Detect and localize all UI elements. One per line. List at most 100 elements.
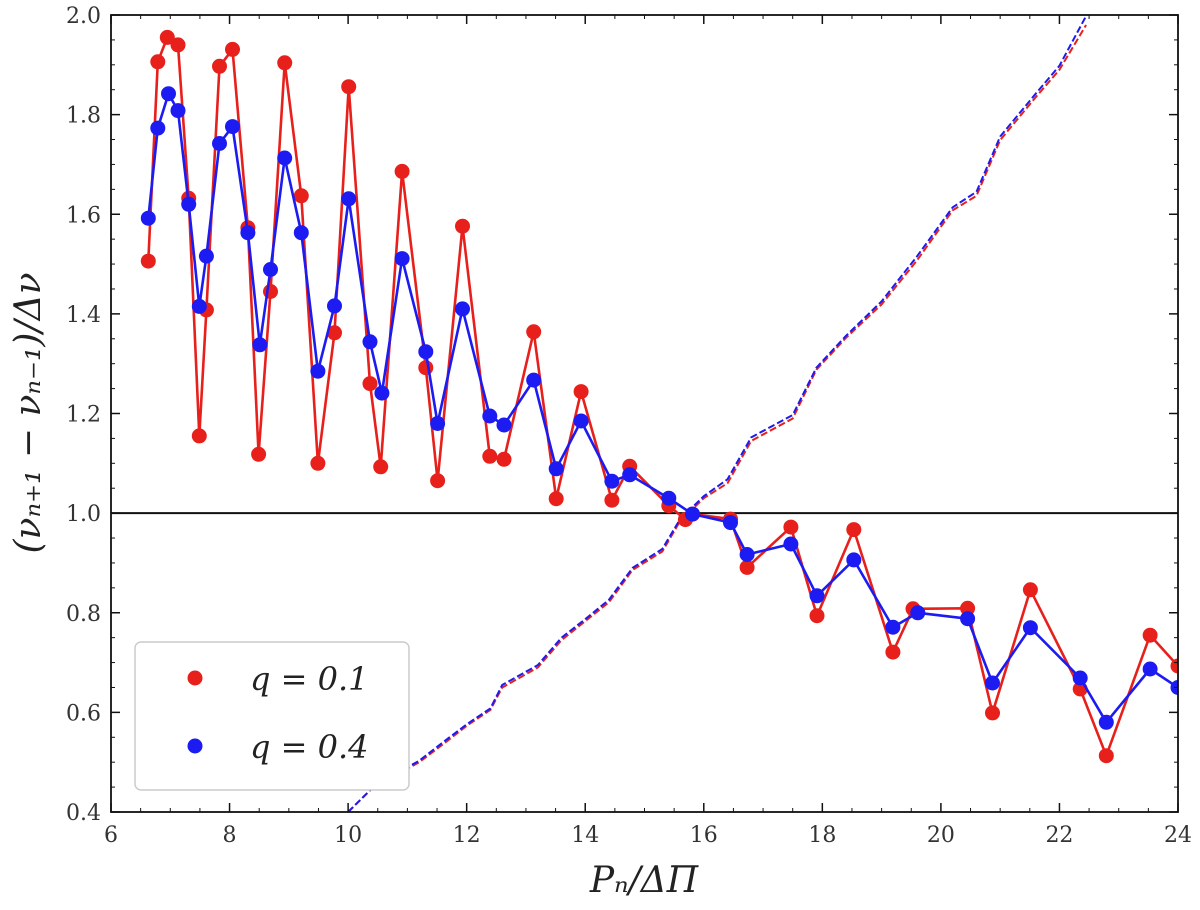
- data-point-s0-44[interactable]: [1098, 748, 1114, 764]
- data-point-s0-28[interactable]: [604, 492, 620, 508]
- data-point-s0-10[interactable]: [251, 446, 267, 462]
- data-point-s0-24[interactable]: [496, 451, 512, 467]
- data-point-s1-37[interactable]: [885, 619, 901, 635]
- data-point-s1-21[interactable]: [430, 416, 446, 431]
- data-point-s1-20[interactable]: [418, 344, 434, 360]
- data-point-s0-8[interactable]: [225, 41, 240, 57]
- data-point-s0-36[interactable]: [809, 608, 825, 624]
- data-point-s0-12[interactable]: [277, 55, 293, 71]
- data-point-s1-44[interactable]: [1142, 661, 1158, 677]
- data-point-s1-7[interactable]: [212, 136, 227, 151]
- data-point-s1-18[interactable]: [374, 385, 390, 401]
- data-point-s1-33[interactable]: [739, 547, 755, 562]
- data-point-s1-29[interactable]: [622, 467, 638, 483]
- x-tick-label: 14: [571, 823, 599, 848]
- data-point-s0-14[interactable]: [310, 455, 326, 471]
- data-point-s0-17[interactable]: [362, 376, 378, 392]
- legend[interactable]: q = 0.1 q = 0.4: [134, 641, 410, 791]
- x-tick-label: 18: [808, 823, 836, 848]
- data-point-s0-42[interactable]: [1022, 582, 1038, 598]
- data-point-s1-13[interactable]: [293, 225, 309, 241]
- data-point-s1-9[interactable]: [240, 225, 256, 241]
- data-point-s1-14[interactable]: [310, 363, 326, 379]
- data-point-s1-32[interactable]: [723, 515, 738, 531]
- data-point-s0-38[interactable]: [885, 644, 901, 660]
- data-point-s1-8[interactable]: [225, 119, 240, 135]
- data-point-s1-10[interactable]: [252, 337, 268, 353]
- data-point-s0-27[interactable]: [573, 384, 589, 400]
- data-point-s0-13[interactable]: [293, 188, 309, 204]
- data-point-s1-39[interactable]: [960, 611, 976, 627]
- data-point-s1-19[interactable]: [394, 251, 410, 267]
- data-point-s1-17[interactable]: [362, 334, 378, 350]
- data-point-s1-34[interactable]: [783, 536, 799, 552]
- y-axis-label: (νₙ₊₁ − νₙ₋₁)/Δν: [8, 273, 49, 554]
- x-tick-label: 12: [453, 823, 481, 848]
- data-point-s1-5[interactable]: [191, 298, 207, 314]
- data-point-s1-36[interactable]: [846, 552, 862, 568]
- data-point-s0-41[interactable]: [985, 705, 1000, 721]
- data-point-s0-1[interactable]: [150, 54, 166, 70]
- data-point-s1-28[interactable]: [604, 473, 620, 489]
- data-point-s1-16[interactable]: [341, 191, 357, 207]
- data-point-s1-1[interactable]: [150, 120, 166, 136]
- data-point-s0-3[interactable]: [170, 37, 186, 53]
- data-point-s0-2[interactable]: [159, 29, 175, 45]
- data-point-s0-34[interactable]: [739, 559, 755, 575]
- data-point-s0-7[interactable]: [212, 58, 227, 74]
- data-point-s1-2[interactable]: [161, 86, 176, 102]
- data-point-s1-4[interactable]: [181, 196, 197, 212]
- data-point-s1-12[interactable]: [277, 150, 293, 166]
- data-point-s0-15[interactable]: [327, 325, 342, 341]
- x-tick-label: 16: [690, 823, 718, 848]
- data-point-s0-35[interactable]: [783, 519, 799, 535]
- series-line-1: [147, 92, 1178, 724]
- legend-label-q04: q = 0.4: [250, 728, 369, 766]
- data-point-s1-38[interactable]: [910, 605, 926, 621]
- data-point-s1-24[interactable]: [496, 417, 512, 433]
- data-point-s1-3[interactable]: [170, 103, 186, 119]
- dashed-curves: [347, 15, 1087, 812]
- y-tick-label: 0.4: [66, 801, 101, 826]
- data-point-s0-19[interactable]: [394, 163, 410, 179]
- data-point-s0-45[interactable]: [1142, 627, 1158, 643]
- data-point-s1-6[interactable]: [198, 248, 214, 264]
- legend-marker-q04: [187, 738, 203, 754]
- data-point-s1-22[interactable]: [455, 301, 470, 317]
- x-tick-label: 24: [1164, 823, 1192, 848]
- data-point-s0-23[interactable]: [482, 448, 498, 464]
- x-tick-label: 20: [927, 823, 955, 848]
- data-point-s0-11[interactable]: [263, 284, 278, 299]
- data-point-s0-5[interactable]: [191, 428, 207, 444]
- data-point-s1-27[interactable]: [573, 413, 589, 429]
- data-point-s1-23[interactable]: [482, 408, 498, 424]
- data-point-s1-31[interactable]: [685, 506, 700, 522]
- data-point-s0-20[interactable]: [418, 360, 434, 376]
- data-point-s0-37[interactable]: [846, 522, 862, 538]
- data-point-s0-21[interactable]: [430, 473, 446, 489]
- data-point-s1-0[interactable]: [140, 210, 156, 226]
- x-tick-label: 22: [1045, 823, 1073, 848]
- data-point-s1-26[interactable]: [548, 461, 564, 477]
- data-point-s1-43[interactable]: [1098, 714, 1114, 730]
- data-point-s0-26[interactable]: [548, 491, 564, 507]
- data-point-s1-40[interactable]: [985, 675, 1000, 691]
- data-point-s1-15[interactable]: [327, 298, 342, 314]
- data-point-s0-25[interactable]: [526, 324, 542, 340]
- y-tick-label: 1.0: [66, 502, 101, 527]
- data-point-s0-18[interactable]: [373, 459, 389, 475]
- data-point-s1-42[interactable]: [1072, 670, 1088, 686]
- y-tick-label: 1.4: [66, 303, 101, 328]
- data-point-s1-30[interactable]: [661, 490, 677, 506]
- data-point-s0-22[interactable]: [455, 218, 470, 234]
- dashed-curve-0: [347, 24, 1087, 812]
- legend-box: [134, 641, 410, 791]
- data-point-s1-35[interactable]: [809, 588, 825, 604]
- data-point-s1-25[interactable]: [526, 372, 542, 388]
- data-point-s0-0[interactable]: [140, 253, 156, 269]
- dashed-curve-1: [347, 15, 1087, 812]
- data-point-s1-11[interactable]: [263, 262, 278, 277]
- data-point-s1-41[interactable]: [1022, 620, 1038, 636]
- data-point-s0-16[interactable]: [341, 79, 357, 95]
- data-point-s0-40[interactable]: [960, 600, 976, 616]
